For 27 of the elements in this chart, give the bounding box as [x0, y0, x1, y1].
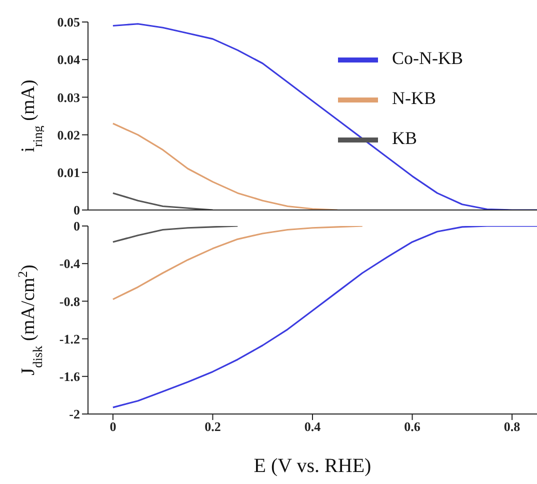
y-tick-label: 0.05 [57, 14, 80, 30]
y-tick-label: 0.04 [57, 52, 80, 68]
x-tick-label: 0.6 [404, 419, 421, 434]
line-series [112, 23, 537, 210]
y-tick-label: -1.2 [59, 331, 80, 346]
x-tick-label: 0.4 [304, 419, 322, 434]
legend-label: N-KB [392, 88, 436, 108]
legend-label: KB [392, 128, 418, 148]
y-tick-label: -1.6 [59, 369, 80, 384]
x-tick-label: 0.2 [204, 419, 221, 434]
legend-label: Co-N-KB [392, 48, 463, 68]
y-tick-label: 0 [74, 202, 80, 218]
line-series [112, 192, 214, 210]
y-tick-label: 0.02 [57, 127, 80, 142]
line-series [112, 226, 238, 243]
x-tick-label: 0.8 [504, 419, 521, 434]
x-axis-title: E (V vs. RHE) [254, 455, 372, 477]
y-tick-label: 0.03 [57, 90, 80, 105]
y-tick-label: 0 [74, 218, 80, 234]
x-tick-label: 0 [110, 419, 116, 434]
y-tick-label: -2 [69, 406, 80, 422]
line-series [112, 226, 364, 300]
y-tick-label: 0.01 [57, 165, 80, 180]
line-series [112, 122, 338, 210]
line-series [112, 226, 537, 408]
y-tick-label: -0.4 [59, 256, 80, 272]
y-tick-label: -0.8 [59, 294, 80, 309]
